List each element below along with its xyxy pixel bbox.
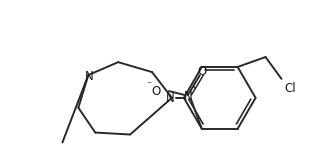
- Text: N: N: [85, 70, 94, 83]
- Text: O: O: [151, 85, 161, 98]
- Text: O: O: [197, 65, 206, 78]
- Text: ⁻: ⁻: [147, 80, 152, 90]
- Text: N: N: [183, 90, 192, 103]
- Text: ⁺: ⁺: [191, 85, 197, 95]
- Text: N: N: [166, 92, 174, 105]
- Text: Cl: Cl: [285, 82, 296, 95]
